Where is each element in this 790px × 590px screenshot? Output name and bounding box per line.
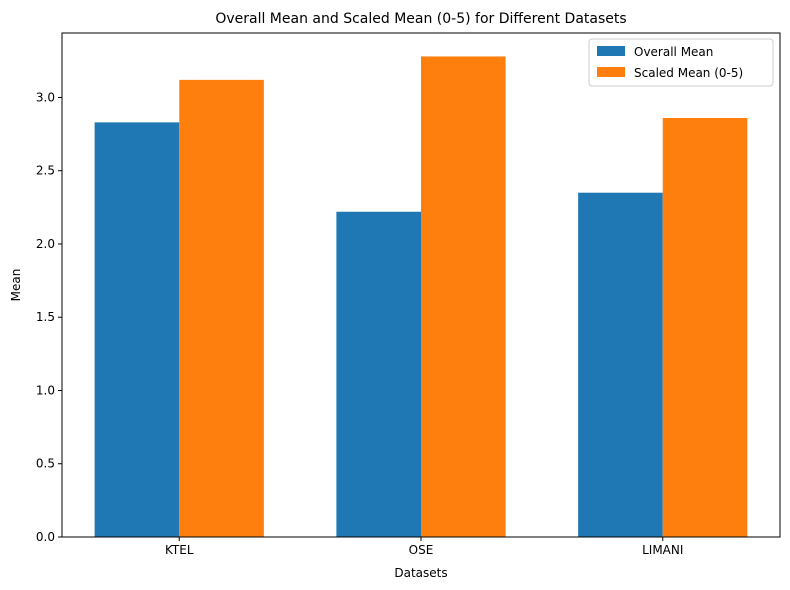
bar-ktel-series-1 <box>179 79 264 537</box>
bar-ktel-series-0 <box>94 122 180 537</box>
x-tick-label: OSE <box>409 543 434 557</box>
legend-box <box>588 38 774 87</box>
y-tick-label: 2.5 <box>36 164 55 178</box>
y-tick-label: 1.0 <box>36 383 55 397</box>
legend-swatch <box>597 46 625 56</box>
bar-limani-series-0 <box>578 192 663 537</box>
legend: Overall Mean Scaled Mean (0-5) <box>588 38 774 87</box>
plot-frame <box>61 32 781 538</box>
y-tick-label: 3.0 <box>36 90 55 104</box>
y-tick-label: 0.5 <box>36 457 55 471</box>
x-tick-label: KTEL <box>165 543 194 557</box>
legend-label: Scaled Mean (0-5) <box>634 66 743 80</box>
legend-swatch <box>597 67 625 77</box>
y-tick-label: 2.0 <box>36 237 55 251</box>
bar-ose-series-1 <box>421 56 506 537</box>
x-axis-label: Datasets <box>394 566 447 580</box>
chart-title: Overall Mean and Scaled Mean (0-5) for D… <box>215 11 626 27</box>
bar-ose-series-0 <box>336 211 421 537</box>
y-axis-label: Mean <box>9 269 23 302</box>
y-tick-label: 0.0 <box>36 530 55 544</box>
x-tick-label: LIMANI <box>642 543 683 557</box>
legend-label: Overall Mean <box>634 45 713 59</box>
y-axis: 0.0 0.5 1.0 1.5 2.0 2.5 3.0 <box>36 90 62 544</box>
x-axis: KTEL OSE LIMANI <box>165 537 683 557</box>
bar-limani-series-1 <box>662 117 748 537</box>
bars-group <box>94 56 748 537</box>
y-tick-label: 1.5 <box>36 310 55 324</box>
